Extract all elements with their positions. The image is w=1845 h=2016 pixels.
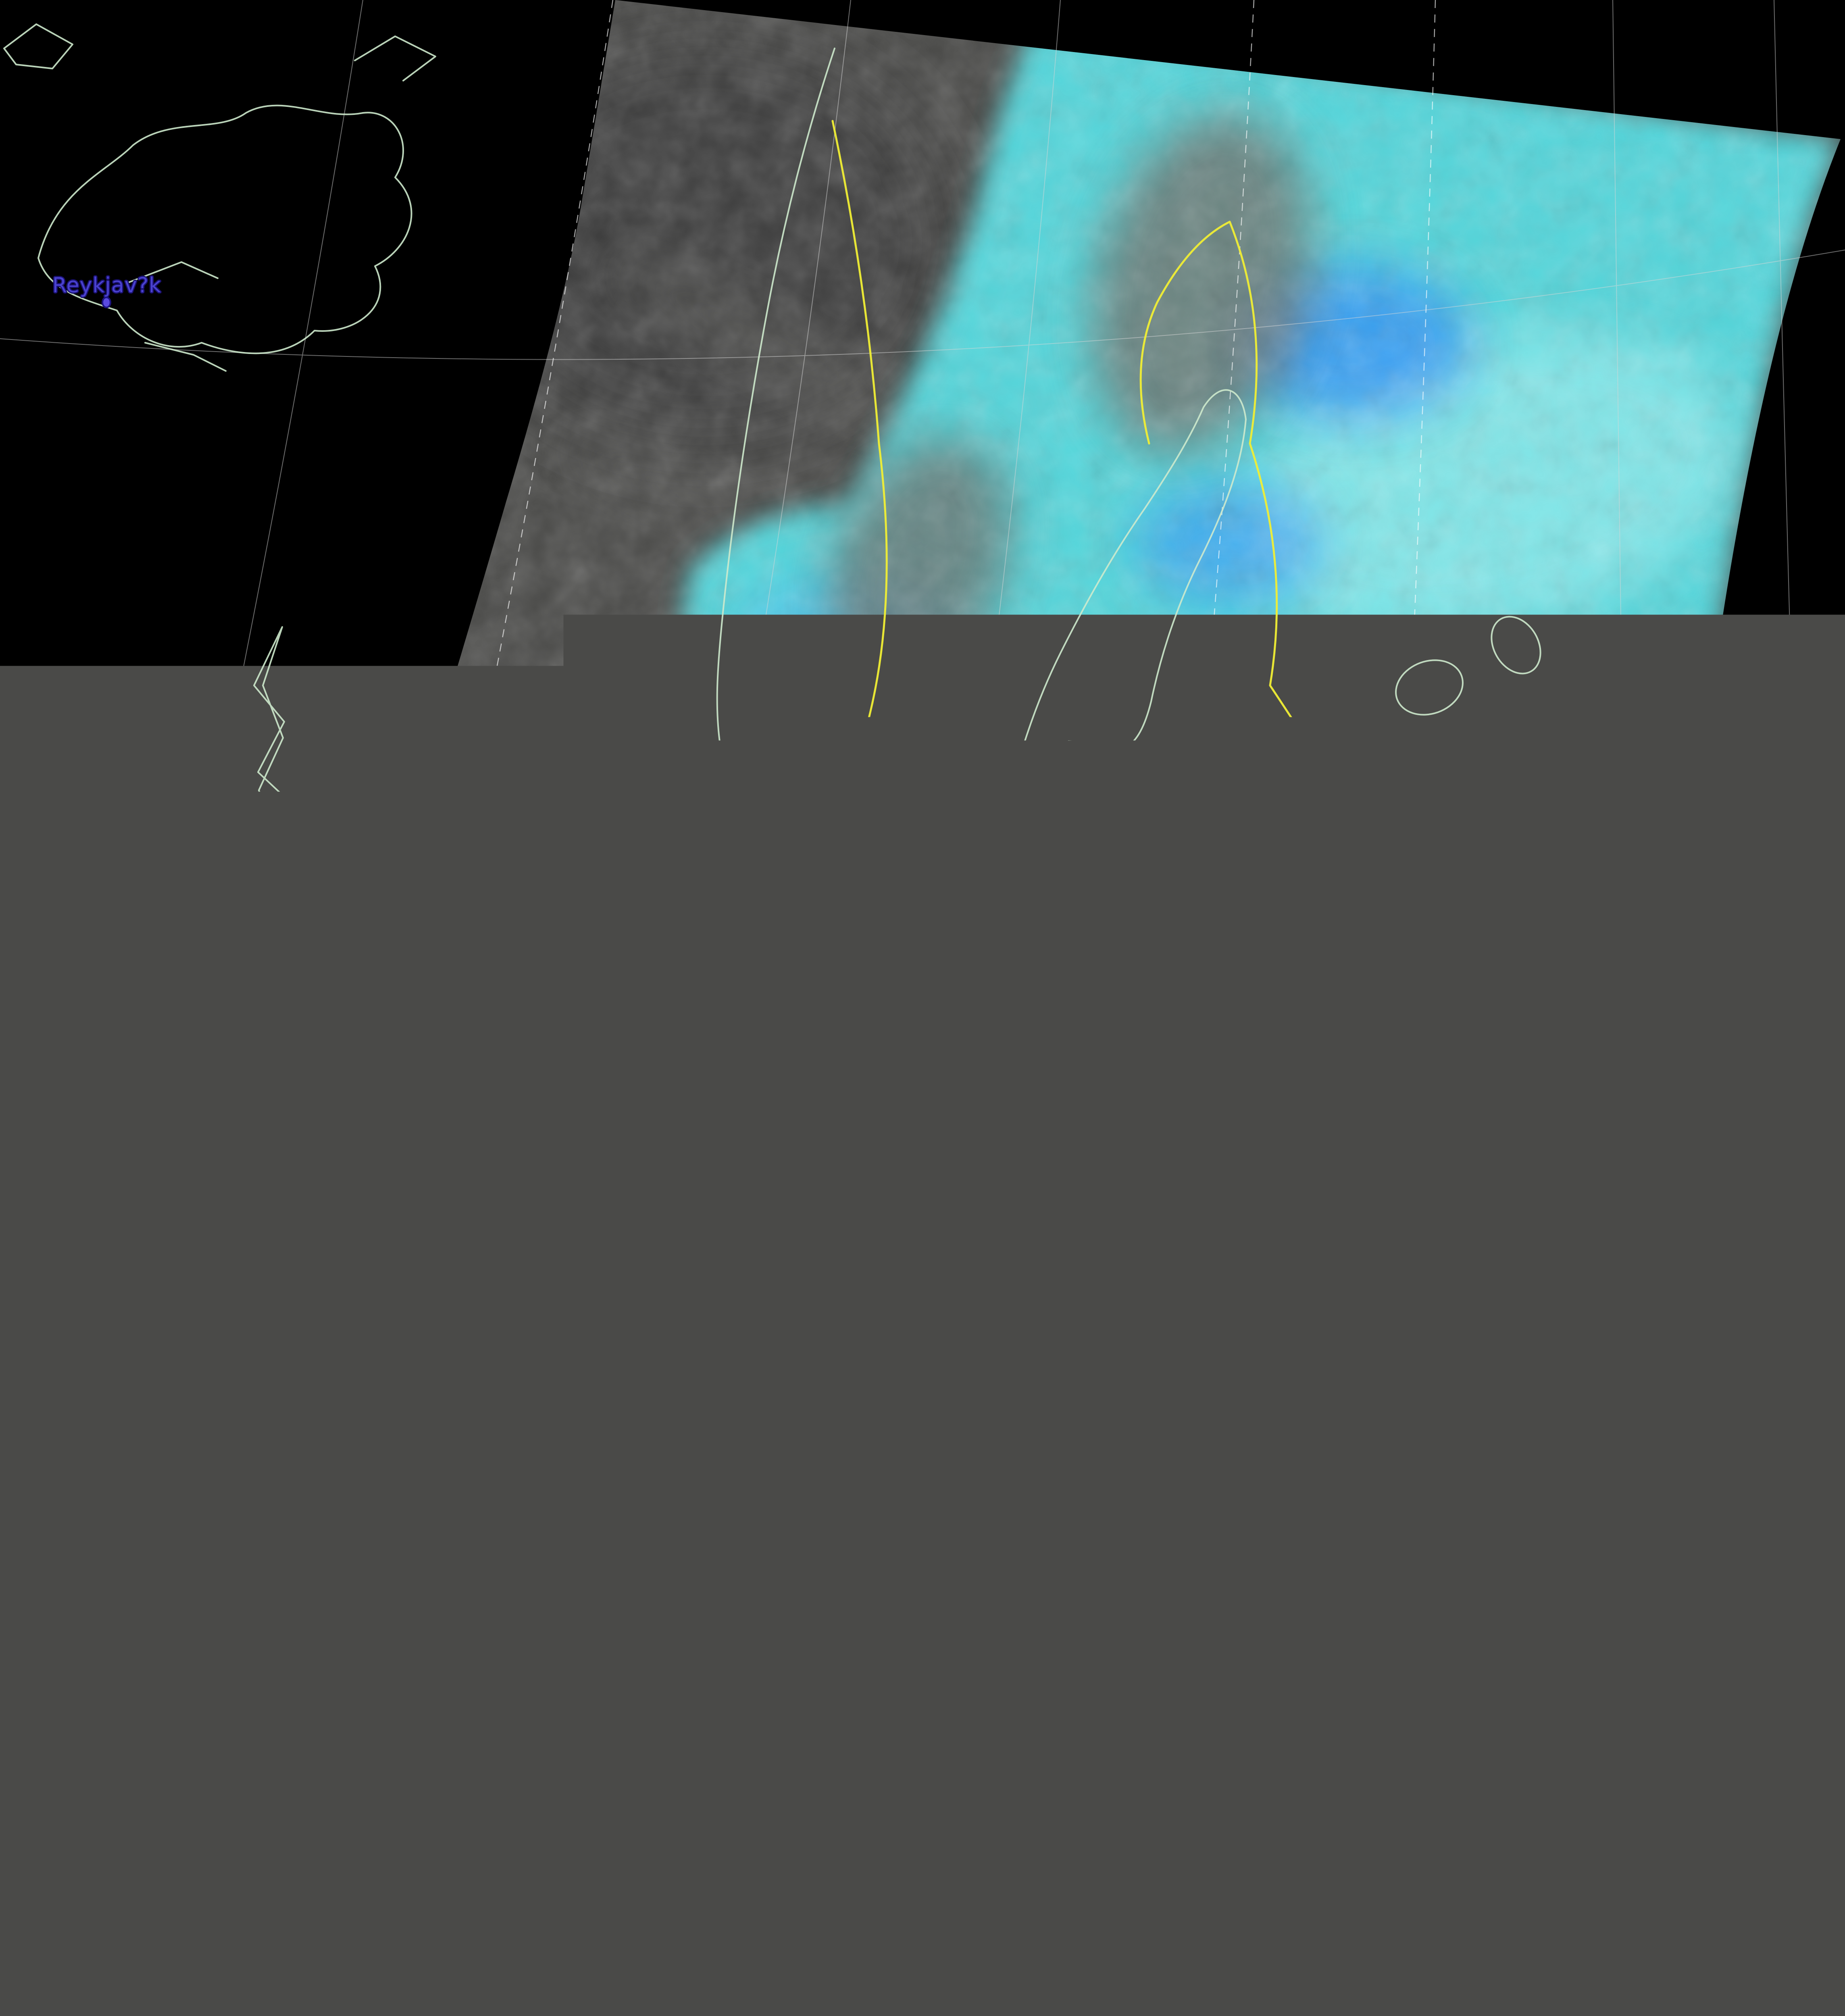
city-label-minsk: Minsk — [1146, 1132, 1208, 1156]
city-dot-vaduz — [587, 1377, 597, 1388]
city-dot-skopje — [1004, 1780, 1014, 1791]
city-label-tallinn: Tallinn — [1048, 756, 1117, 781]
city-dot-riga — [1059, 939, 1068, 951]
city-dot-zagreb — [810, 1466, 819, 1478]
city-label-valletta: Valletta — [687, 1989, 770, 2013]
city-label-vilnius: Vilnius — [1067, 1081, 1139, 1106]
city-label-helsinki: Helsinki — [1043, 718, 1129, 742]
city-dot-oslo — [714, 743, 724, 754]
city-dot-sofia — [1072, 1706, 1082, 1717]
city-label-berlin: Berlin — [717, 1099, 780, 1123]
city-dot-athens — [1098, 1935, 1108, 1947]
city-label-chisinau: Chisinau — [1211, 1385, 1304, 1410]
city-label-rome: Rome — [639, 1649, 700, 1673]
city-label-tunis: Tunis — [528, 1880, 583, 1904]
city-label-sofia: Sofia — [1052, 1669, 1106, 1693]
city-dot-san-marino — [675, 1557, 685, 1569]
city-label-algiers: Algiers — [238, 1848, 313, 1872]
city-layer: Reykjav?k Oslo Stockholm Helsinki Tallinn Rig… — [0, 0, 1845, 2016]
city-label-riga: Riga — [1040, 912, 1088, 936]
city-label-prague: Prague — [752, 1249, 827, 1273]
city-dot-vilnius — [1098, 1110, 1108, 1122]
city-dot-rome — [669, 1673, 679, 1685]
city-dot-sarajevo — [888, 1591, 898, 1603]
city-dot-reykjav-k — [102, 297, 111, 308]
city-label-pristina: Pristina — [958, 1671, 1039, 1695]
city-label-monaco: Monaco — [452, 1518, 536, 1542]
city-dot-budapest — [917, 1385, 927, 1396]
city-label-reykjav-k: Reykjav?k — [52, 273, 161, 298]
city-label-moscow: Moscow — [1431, 913, 1517, 937]
city-label-skopje: Skopje — [972, 1745, 1044, 1769]
city-dot-minsk — [1171, 1163, 1181, 1175]
city-dot-monaco — [489, 1540, 499, 1552]
city-label-warsaw: Warsaw — [946, 1122, 1031, 1146]
satellite-pass-image: Reykjav?k Oslo Stockholm Helsinki Tallinn Rig… — [0, 0, 1845, 2016]
city-dot-helsinki — [1079, 740, 1089, 752]
city-dot-bern — [516, 1377, 526, 1388]
city-label-san-marino: San Marino — [618, 1534, 740, 1558]
city-dot-tirana — [946, 1842, 956, 1854]
city-dot-amsterdam — [488, 1076, 498, 1087]
city-dot-london — [325, 1082, 335, 1094]
city-label-budapest: Budapest — [874, 1362, 977, 1386]
city-dot-madrid — [60, 1605, 70, 1616]
city-dot-tunis — [550, 1913, 559, 1924]
city-dot-brussels — [452, 1130, 462, 1141]
city-label-tirana: Tirana — [918, 1814, 986, 1839]
city-dot-nicosia — [1496, 1982, 1506, 1994]
city-dot-algiers — [272, 1871, 282, 1883]
city-label-kiev: Kiev — [1267, 1211, 1313, 1235]
city-dot-belgrade — [969, 1518, 979, 1530]
city-dot-kiev — [1285, 1243, 1294, 1254]
city-label-dublin: Dublin — [148, 943, 219, 968]
city-label-madrid: Madrid — [27, 1582, 101, 1606]
city-dot-andorra — [271, 1556, 281, 1567]
city-dot-dublin — [176, 964, 185, 976]
city-dot-chisinau — [1254, 1410, 1264, 1422]
city-label-stockholm: Stockholm — [850, 763, 964, 787]
city-dot-ankara — [1468, 1750, 1477, 1762]
city-label-athens: Athens — [1065, 1900, 1140, 1924]
city-dot-warsaw — [982, 1144, 992, 1156]
city-dot-berlin — [745, 1123, 754, 1135]
city-label-sarajevo: Sarajevo — [847, 1561, 941, 1585]
city-label-oslo: Oslo — [695, 720, 743, 744]
city-dot-paris — [368, 1191, 378, 1203]
city-label-ankara: Ankara — [1433, 1726, 1509, 1750]
city-dot-bratislava — [854, 1351, 863, 1362]
city-dot-prague — [783, 1273, 793, 1285]
city-label-andorra: Andorra — [232, 1533, 319, 1557]
city-dot-pristina — [993, 1710, 1002, 1722]
city-dot-luxembourg — [499, 1188, 508, 1200]
city-label-belgrade: Belgrade — [927, 1496, 1024, 1520]
city-dot-tallinn — [1077, 782, 1086, 794]
city-label-podgorica: Podgorica — [874, 1697, 981, 1721]
city-dot-stockholm — [900, 786, 910, 798]
city-dot-bucharest — [1168, 1591, 1178, 1603]
city-dot-moscow — [1471, 943, 1481, 954]
city-dot-ljubljana — [757, 1450, 766, 1462]
city-label-nicosia: Nicosia — [1463, 1949, 1541, 1973]
city-dot-podgorica — [921, 1732, 931, 1744]
